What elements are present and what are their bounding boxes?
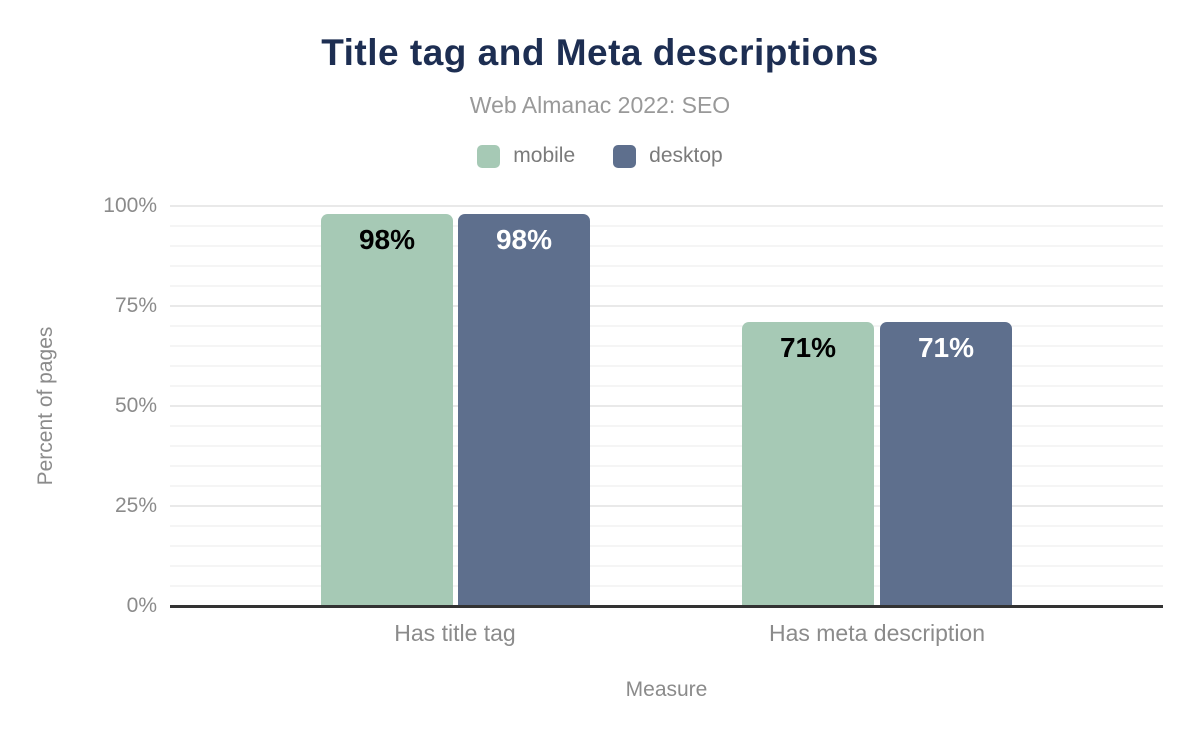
legend-label-mobile: mobile — [513, 144, 576, 167]
bar-desktop-has-title-tag[interactable]: 98% — [458, 214, 590, 606]
major-gridline — [170, 505, 1163, 507]
legend-item-desktop[interactable]: desktop — [613, 144, 723, 168]
major-gridline — [170, 305, 1163, 307]
bar-value-label: 71% — [917, 332, 975, 363]
bar-value-label: 71% — [779, 332, 837, 363]
chart-legend: mobile desktop — [0, 144, 1200, 168]
mobile-series-swatch-icon — [477, 144, 501, 168]
x-axis-title: Measure — [625, 678, 708, 701]
major-gridline — [170, 205, 1163, 207]
minor-gridline — [170, 365, 1163, 367]
minor-gridline — [170, 245, 1163, 247]
minor-gridline — [170, 585, 1163, 587]
y-tick-label: 25% — [114, 494, 157, 517]
desktop-series-swatch-icon — [613, 144, 637, 168]
major-gridline — [170, 405, 1163, 407]
minor-gridline — [170, 485, 1163, 487]
x-category-label: Has meta description — [768, 620, 986, 646]
y-tick-label: 100% — [103, 194, 157, 217]
minor-gridline — [170, 385, 1163, 387]
bar-mobile-has-meta-description[interactable]: 71% — [742, 322, 874, 606]
minor-gridline — [170, 425, 1163, 427]
bar-value-label: 98% — [495, 224, 553, 255]
minor-gridline — [170, 265, 1163, 267]
minor-gridline — [170, 345, 1163, 347]
minor-gridline — [170, 325, 1163, 327]
chart-subtitle: Web Almanac 2022: SEO — [469, 92, 731, 118]
bar-value-label: 98% — [358, 224, 416, 255]
minor-gridline — [170, 545, 1163, 547]
legend-label-desktop: desktop — [649, 144, 723, 167]
y-tick-label: 75% — [114, 294, 157, 317]
minor-gridline — [170, 465, 1163, 467]
minor-gridline — [170, 225, 1163, 227]
minor-gridline — [170, 285, 1163, 287]
bar-mobile-has-title-tag[interactable]: 98% — [321, 214, 453, 606]
minor-gridline — [170, 525, 1163, 527]
y-tick-label: 0% — [126, 594, 157, 617]
x-category-label: Has title tag — [394, 620, 516, 646]
x-axis-line — [170, 605, 1163, 608]
legend-item-mobile[interactable]: mobile — [477, 144, 575, 168]
y-tick-label: 50% — [114, 394, 157, 417]
chart-title: Title tag and Meta descriptions — [321, 32, 879, 73]
minor-gridline — [170, 445, 1163, 447]
minor-gridline — [170, 565, 1163, 567]
bar-desktop-has-meta-description[interactable]: 71% — [880, 322, 1012, 606]
